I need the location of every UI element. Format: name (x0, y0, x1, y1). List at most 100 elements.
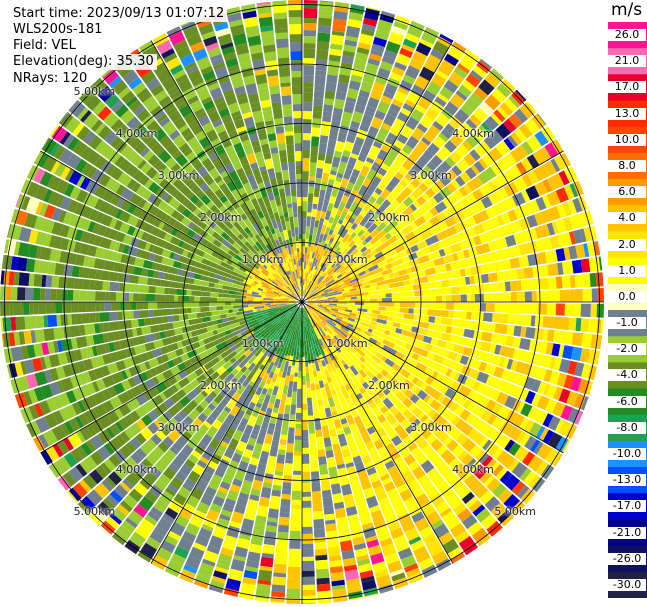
ray-gate (265, 307, 275, 312)
ray-gate (571, 259, 583, 274)
ray-gate (252, 222, 261, 233)
ray-gate (553, 386, 563, 401)
ray-gate (247, 415, 257, 427)
ray-gate (273, 291, 279, 295)
ray-gate (408, 272, 417, 280)
ray-gate (305, 334, 308, 340)
ray-gate (323, 348, 329, 356)
ray-gate (450, 189, 464, 203)
ray-gate (331, 30, 345, 37)
ray-gate (279, 310, 285, 314)
ray-gate (57, 476, 71, 491)
ray-gate (118, 403, 132, 417)
ray-gate (247, 35, 262, 47)
ray-gate (294, 330, 298, 337)
ray-gate (389, 212, 397, 220)
ray-gate (465, 496, 479, 508)
ray-gate (161, 76, 177, 92)
ray-gate (285, 239, 290, 246)
ray-gate (449, 242, 462, 254)
ray-gate (219, 302, 226, 306)
ray-gate (254, 368, 263, 378)
ray-gate (351, 244, 358, 251)
ray-gate (186, 423, 198, 436)
ray-gate (220, 321, 231, 328)
ray-gate (359, 215, 370, 227)
ray-gate (297, 323, 300, 330)
ray-gate (87, 256, 96, 268)
ray-gate (286, 304, 293, 307)
ray-gate (425, 260, 436, 269)
ray-gate (225, 57, 239, 68)
ray-gate (386, 320, 394, 327)
ray-gate (129, 292, 134, 301)
ray-gate (336, 274, 343, 279)
ray-gate (416, 195, 427, 206)
ray-gate (265, 244, 273, 253)
ray-gate (20, 361, 28, 375)
ray-gate (423, 328, 429, 336)
ray-gate (327, 307, 332, 310)
ray-gate (419, 66, 435, 82)
ray-gate (523, 419, 535, 433)
ray-gate (403, 196, 414, 207)
ray-gate (433, 192, 445, 204)
ray-gate (219, 195, 228, 204)
ray-gate (216, 319, 223, 324)
ray-gate (259, 368, 267, 379)
ray-gate (345, 275, 351, 280)
ray-gate (284, 312, 290, 318)
ray-gate (347, 323, 354, 328)
ray-gate (219, 80, 233, 93)
ray-gate (433, 166, 446, 179)
ray-gate (271, 288, 279, 293)
ray-gate (183, 302, 190, 308)
ray-gate (230, 256, 240, 265)
ray-gate (340, 322, 347, 327)
ray-gate (120, 187, 135, 201)
ray-gate (293, 348, 297, 356)
ray-gate (353, 206, 363, 217)
ray-gate (225, 498, 236, 507)
ray-gate (321, 316, 327, 321)
ray-gate (279, 511, 290, 518)
ray-gate (328, 174, 336, 181)
ray-gate (182, 406, 191, 416)
ray-gate (306, 323, 310, 332)
ray-gate (333, 276, 339, 281)
ray-gate (362, 291, 369, 296)
ray-gate (383, 49, 398, 60)
ray-gate (240, 432, 250, 444)
ray-gate (196, 459, 207, 469)
ray-gate (245, 273, 253, 280)
ray-gate (237, 302, 243, 305)
ray-gate (315, 70, 327, 77)
ray-gate (342, 254, 348, 260)
ray-gate (277, 252, 285, 263)
ray-gate (195, 404, 205, 414)
ray-gate (371, 329, 383, 337)
ray-gate (230, 328, 236, 333)
ray-gate (308, 270, 313, 280)
ray-gate (400, 369, 411, 379)
ray-gate (419, 526, 434, 539)
ray-gate (356, 95, 369, 107)
ray-gate (218, 293, 223, 298)
ray-gate (247, 354, 257, 365)
ray-gate (191, 77, 204, 87)
ray-gate (278, 444, 287, 451)
ray-gate (203, 360, 215, 371)
ray-gate (228, 244, 237, 253)
ray-gate (322, 354, 329, 365)
ray-gate (229, 357, 237, 364)
ray-gate (179, 508, 193, 521)
ray-gate (293, 212, 298, 218)
ray-gate (140, 131, 155, 145)
ray-gate (325, 294, 333, 297)
ray-gate (537, 164, 550, 179)
ray-gate (297, 214, 302, 219)
ray-gate (344, 39, 358, 47)
ray-gate (543, 237, 553, 250)
ray-gate (449, 150, 462, 164)
ray-gate (261, 249, 267, 255)
